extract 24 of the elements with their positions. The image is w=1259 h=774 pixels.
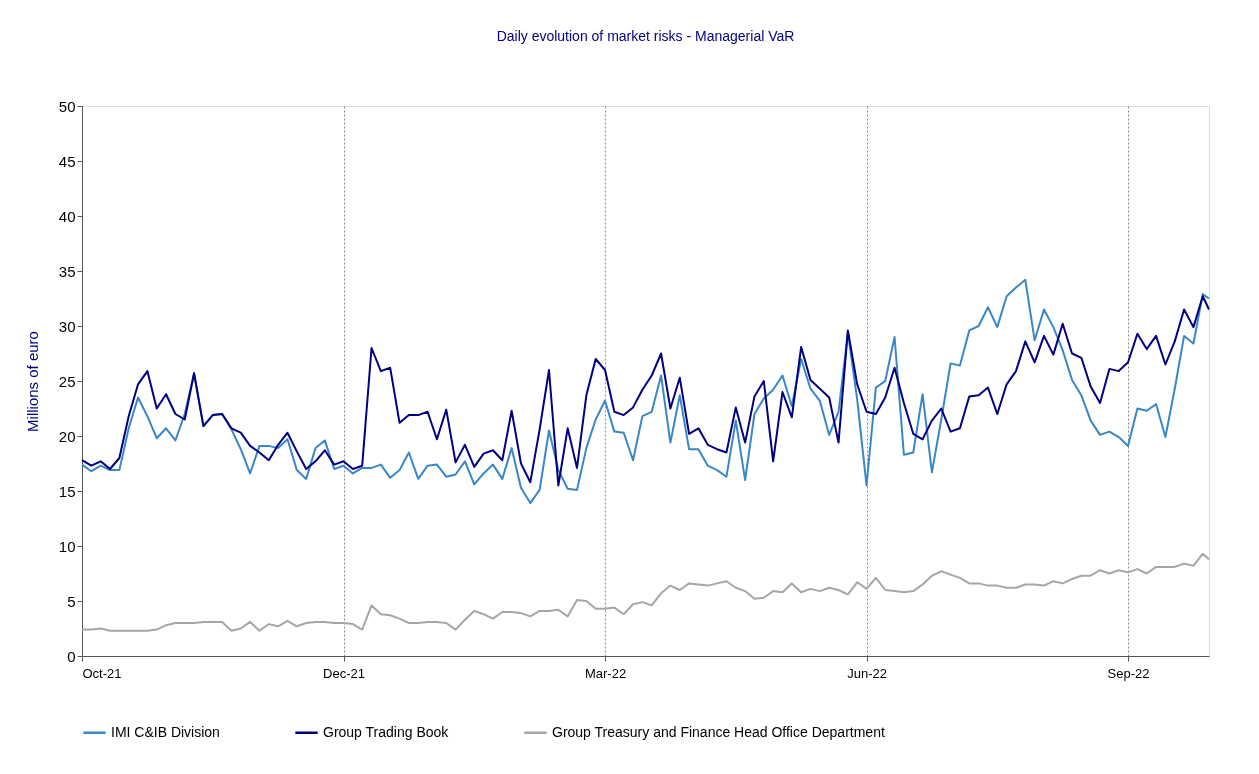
y-tick-label: 20 (58, 427, 76, 445)
x-tick-label: Sep-22 (1107, 665, 1150, 681)
y-tick-label: 25 (58, 372, 76, 390)
chart-title: Daily evolution of market risks - Managerial VaR (496, 28, 795, 44)
y-tick-label: 35 (58, 262, 76, 280)
legend-label: Group Treasury and Finance Head Office Department (552, 723, 885, 740)
y-tick-label: 45 (58, 152, 76, 170)
x-tick-label: Mar-22 (584, 665, 627, 681)
legend-label: IMI C&IB Division (111, 723, 220, 740)
y-axis-title: Millions of euro (23, 331, 41, 432)
x-tick-label: Jun-22 (847, 665, 887, 681)
line-series (81, 278, 1210, 505)
y-tick-label: 30 (58, 317, 76, 335)
x-tick-label: Dec-21 (323, 665, 365, 681)
y-tick-label: 15 (58, 482, 76, 500)
y-tick-label: 0 (67, 647, 76, 665)
x-tick-label: Oct-21 (82, 665, 122, 681)
legend-label: Group Trading Book (323, 723, 450, 740)
y-tick-label: 50 (58, 97, 76, 115)
y-tick-label: 5 (67, 592, 76, 610)
line-series (81, 295, 1210, 487)
line-series (81, 552, 1210, 632)
y-tick-label: 10 (58, 537, 76, 555)
y-tick-label: 40 (58, 207, 76, 225)
